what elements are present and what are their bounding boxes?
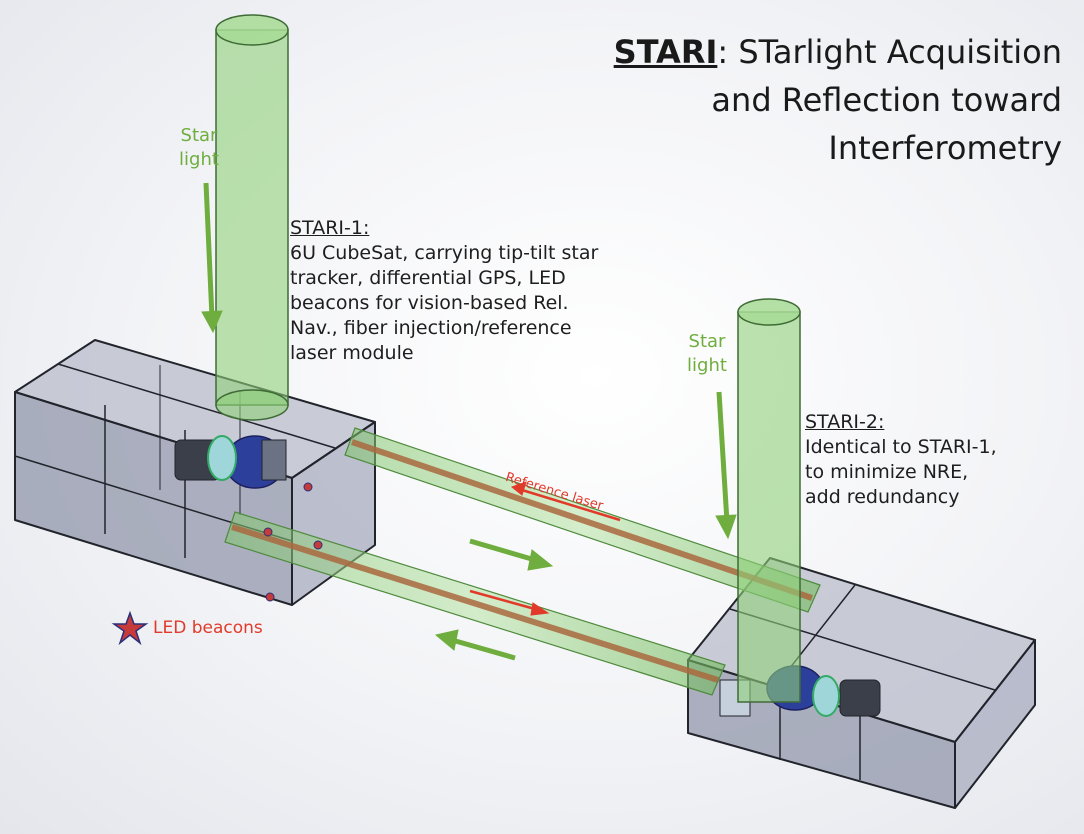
stari-1-heading: STARI-1: [290,217,370,239]
starlight-label-left: Star light [174,124,224,172]
stari-1-line2: tracker, differential GPS, LED [290,267,566,289]
stari-1-line5: laser module [290,342,414,364]
starlight-left-line2: light [179,149,219,170]
starlight-right-line1: Star [688,331,726,352]
led-beacons-label: LED beacons [153,618,263,638]
stari-2-line3: add redundancy [805,486,960,508]
diagram-title: STARI: STarlight Acquisition and Reflect… [582,28,1062,172]
starlight-arrow-right [715,391,737,540]
stari-1-line4: Nav., fiber injection/reference [290,317,572,339]
reference-laser-arrow [510,481,621,522]
stari-1-line1: 6U CubeSat, carrying tip-tilt star [290,242,599,264]
beam-tubes [224,427,821,696]
stari-2-line2: to minimize NRE, [805,461,969,483]
starlight-cylinder-left [215,14,289,421]
title-acronym: STARI [613,33,718,71]
led-beacon-star-icon [111,610,149,646]
title-expansion: : STarlight Acquisition and Reflection t… [711,33,1062,167]
green-arrow-right [469,538,554,571]
starlight-label-right: Star light [682,330,732,378]
starlight-left-line1: Star [180,125,218,146]
stari-1-description: STARI-1: 6U CubeSat, carrying tip-tilt s… [290,216,630,366]
stari-2-description: STARI-2: Identical to STARI-1, to minimi… [805,410,1045,510]
stari-2-heading: STARI-2: [805,411,885,433]
stari-1-line3: beacons for vision-based Rel. [290,292,569,314]
starlight-cylinder-right [737,298,801,703]
led-beacon-markers [263,482,323,602]
red-arrow-right [469,589,550,616]
stari-2-line1: Identical to STARI-1, [805,436,997,458]
green-arrow-left [434,629,516,661]
starlight-right-line2: light [687,355,727,376]
starlight-arrow-left [201,182,223,334]
